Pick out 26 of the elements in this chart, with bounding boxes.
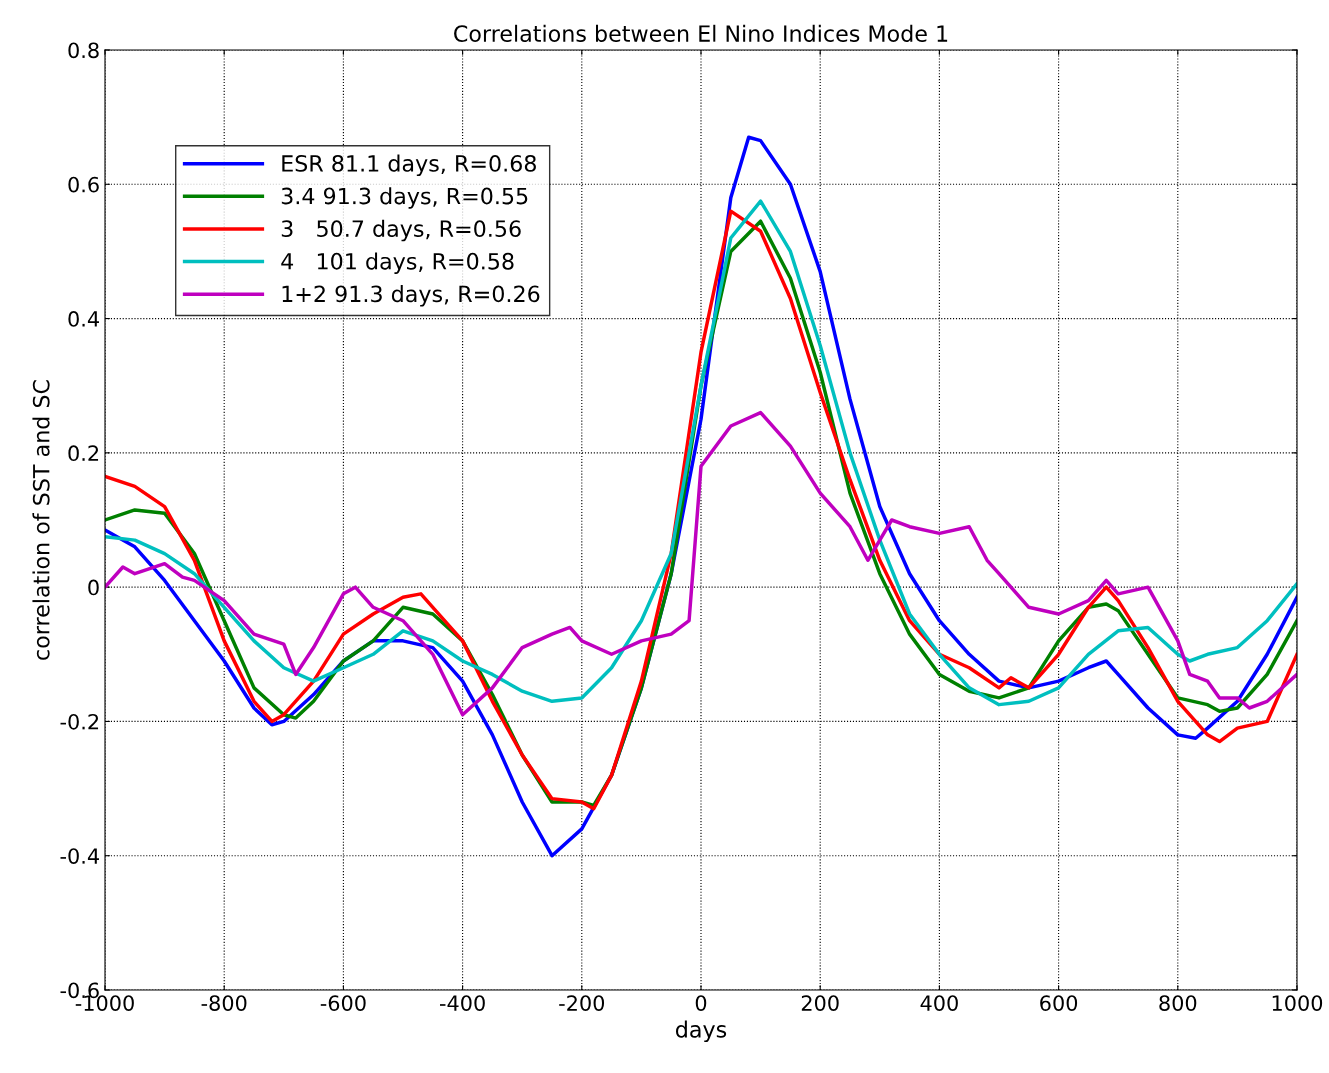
legend-label: 1+2 91.3 days, R=0.26 (282, 285, 540, 307)
x-tick-label: 600 (1040, 995, 1078, 1011)
x-tick-label: 200 (801, 995, 839, 1011)
x-tick-label: 400 (920, 995, 958, 1011)
line-series (105, 410, 1297, 717)
y-tick-label: 0.2 (68, 445, 99, 462)
legend-label: 4 101 days, R=0.58 (281, 252, 514, 274)
y-tick-label: 0 (88, 579, 99, 596)
legend-label: 3 50.7 days, R=0.56 (281, 219, 521, 242)
x-tick-label: 1000 (1272, 995, 1323, 1011)
legend-label: 3.4 91.3 days, R=0.55 (281, 187, 528, 209)
x-axis-title: days (676, 1020, 727, 1043)
y-tick-label: 0.8 (68, 42, 99, 59)
x-tick-label: -600 (320, 995, 366, 1011)
y-axis-title: correlation of SST and SC (32, 380, 50, 660)
x-tick-label: 800 (1159, 995, 1197, 1011)
chart-title: Correlations between El Nino Indices Mode 1 (454, 24, 948, 42)
x-tick-label: 0 (695, 995, 707, 1011)
y-tick-label: 0.6 (68, 176, 99, 193)
x-tick-label: -200 (559, 995, 605, 1011)
y-tick-label: 0.4 (68, 311, 99, 327)
y-tick-label: -0.2 (60, 713, 99, 730)
x-tick-label: -400 (439, 995, 485, 1011)
legend-label: ESR 81.1 days, R=0.68 (282, 154, 536, 177)
y-tick-label: -0.4 (60, 848, 99, 864)
x-tick-label: -800 (201, 995, 247, 1011)
